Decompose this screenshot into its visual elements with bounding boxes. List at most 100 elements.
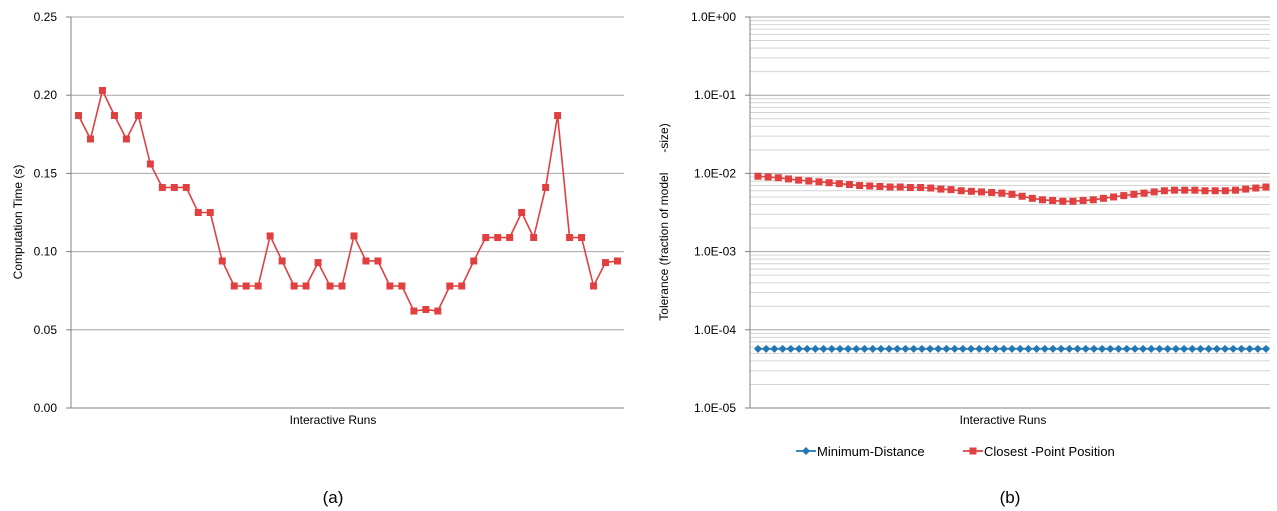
- data-point: [861, 345, 869, 353]
- data-point: [907, 184, 914, 191]
- data-point: [123, 135, 130, 142]
- data-point: [578, 234, 585, 241]
- data-point: [542, 184, 549, 191]
- data-point: [195, 209, 202, 216]
- data-point: [590, 283, 597, 290]
- y-tick-label: 1.0E-05: [694, 401, 736, 415]
- data-point: [482, 234, 489, 241]
- data-point: [159, 184, 166, 191]
- y-tick-label: 1.0E-04: [694, 323, 736, 337]
- data-point: [446, 283, 453, 290]
- data-point: [1090, 345, 1098, 353]
- data-point: [1242, 186, 1249, 193]
- data-point: [1212, 187, 1219, 194]
- data-point: [1024, 345, 1032, 353]
- data-point: [602, 259, 609, 266]
- data-point: [968, 188, 975, 195]
- data-point: [1155, 345, 1163, 353]
- data-point: [820, 345, 828, 353]
- data-point: [910, 345, 918, 353]
- y-tick-label: 1.0E-01: [694, 88, 736, 102]
- data-point: [951, 345, 959, 353]
- data-point: [795, 177, 802, 184]
- data-point: [111, 112, 118, 119]
- data-point: [1254, 345, 1262, 353]
- data-point: [1229, 345, 1237, 353]
- data-point: [183, 184, 190, 191]
- data-point: [422, 306, 429, 313]
- data-point: [75, 112, 82, 119]
- data-point: [1016, 345, 1024, 353]
- y-axis-label: Computation Time (s): [11, 165, 25, 280]
- data-point: [374, 257, 381, 264]
- data-point: [1213, 345, 1221, 353]
- data-point: [1222, 187, 1229, 194]
- data-point: [1237, 345, 1245, 353]
- chart-a: 0.00 0.05 0.10 0.15 0.20 0.25 Interactive Runs…: [11, 10, 624, 507]
- y-tick-label: 1.0E-03: [694, 245, 736, 259]
- data-point: [795, 345, 803, 353]
- data-point: [754, 345, 762, 353]
- data-point: [755, 173, 762, 180]
- data-point: [876, 183, 883, 190]
- y-tick-label: 1.0E+00: [691, 10, 736, 24]
- data-point: [1151, 188, 1158, 195]
- data-point: [267, 232, 274, 239]
- data-point: [846, 181, 853, 188]
- data-point: [770, 345, 778, 353]
- data-point: [518, 209, 525, 216]
- data-point: [1188, 345, 1196, 353]
- data-point: [327, 283, 334, 290]
- data-point: [1164, 345, 1172, 353]
- x-axis-label: Interactive Runs: [960, 413, 1047, 427]
- data-point: [1057, 345, 1065, 353]
- data-point: [948, 186, 955, 193]
- data-point: [1171, 187, 1178, 194]
- y-tick-label: 0.05: [34, 323, 58, 337]
- data-point: [1098, 345, 1106, 353]
- legend-label: Minimum-Distance: [817, 444, 925, 459]
- data-point: [1080, 197, 1087, 204]
- data-point: [887, 184, 894, 191]
- data-point: [362, 257, 369, 264]
- data-point: [1049, 197, 1056, 204]
- data-point: [1252, 185, 1259, 192]
- data-point: [339, 283, 346, 290]
- data-point: [1106, 345, 1114, 353]
- panel-label: (b): [1000, 488, 1021, 507]
- data-point: [255, 283, 262, 290]
- data-point: [836, 180, 843, 187]
- y-tick-label: 0.15: [34, 166, 58, 180]
- data-point: [869, 345, 877, 353]
- data-point: [135, 112, 142, 119]
- data-point: [1029, 195, 1036, 202]
- data-point: [614, 257, 621, 264]
- y-tick-label: 1.0E-02: [694, 166, 736, 180]
- legend-label: Closest -Point Position: [984, 444, 1115, 459]
- data-point: [1181, 187, 1188, 194]
- data-point: [775, 174, 782, 181]
- data-point: [1246, 345, 1254, 353]
- data-point: [494, 234, 501, 241]
- data-point: [1130, 191, 1137, 198]
- data-point: [1263, 184, 1270, 191]
- data-point: [1069, 198, 1076, 205]
- data-point: [171, 184, 178, 191]
- data-point: [1141, 190, 1148, 197]
- data-point: [967, 345, 975, 353]
- data-point: [1191, 187, 1198, 194]
- data-point: [434, 308, 441, 315]
- data-point: [1221, 345, 1229, 353]
- data-point: [410, 308, 417, 315]
- data-point: [844, 345, 852, 353]
- data-point: [99, 87, 106, 94]
- data-point: [927, 185, 934, 192]
- data-point: [998, 190, 1005, 197]
- data-point: [207, 209, 214, 216]
- data-point: [901, 345, 909, 353]
- data-point: [959, 345, 967, 353]
- data-point: [231, 283, 238, 290]
- legend-swatch-marker: [970, 448, 977, 455]
- data-point: [1172, 345, 1180, 353]
- data-point: [828, 345, 836, 353]
